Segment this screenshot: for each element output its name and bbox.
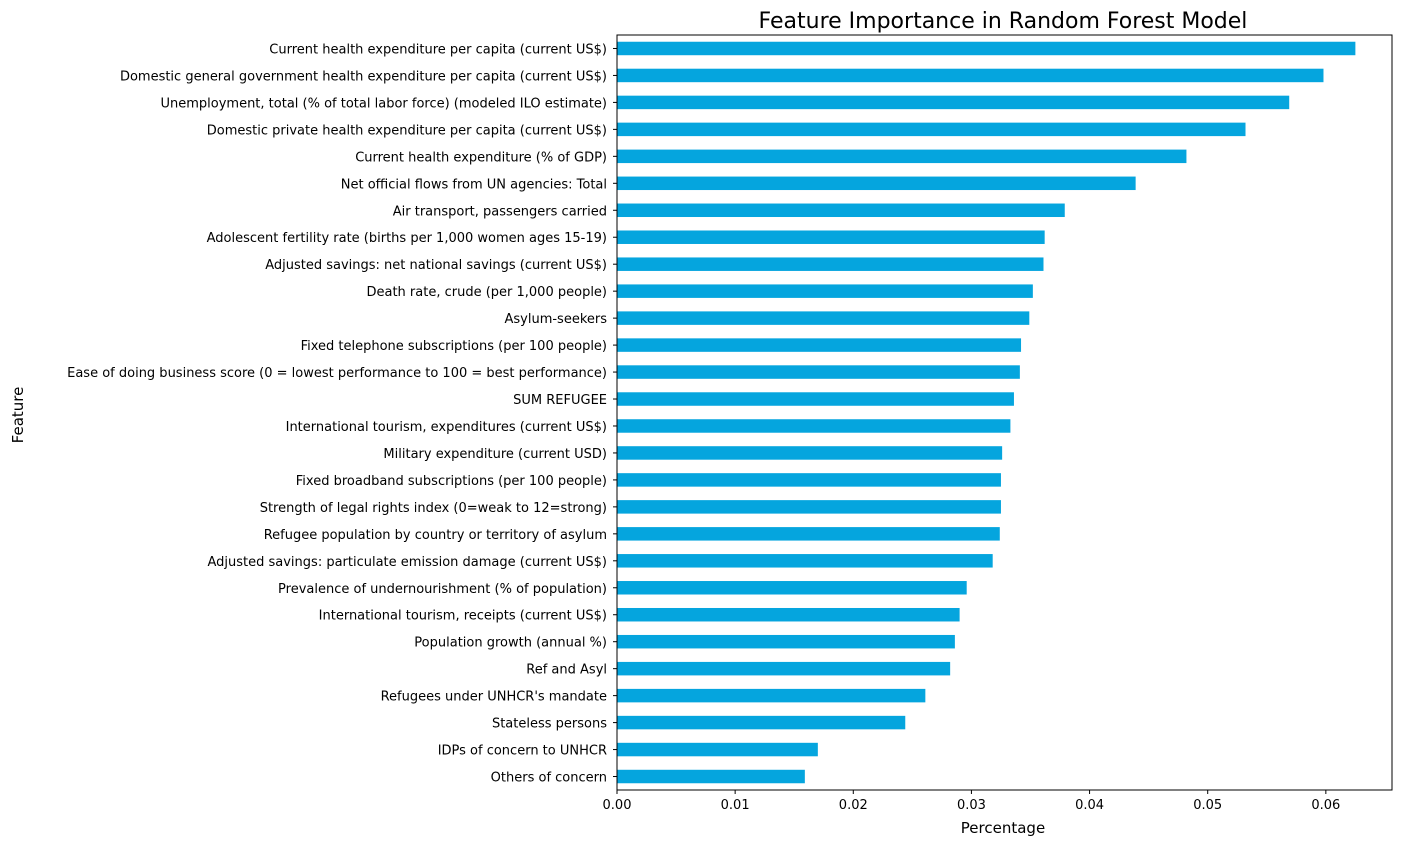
- bar: [617, 41, 1356, 56]
- y-tick-label: SUM REFUGEE: [513, 393, 607, 408]
- y-tick-label: Strength of legal rights index (0=weak t…: [260, 501, 607, 516]
- bar: [617, 688, 926, 703]
- y-tick-label: Refugees under UNHCR's mandate: [381, 690, 607, 705]
- bar: [617, 257, 1044, 271]
- bar: [617, 769, 805, 784]
- bar: [617, 473, 1001, 487]
- x-axis-ticks: 0.00 0.01 0.02 0.03 0.04 0.05 0.06: [603, 790, 1340, 813]
- y-tick-label: International tourism, expenditures (cur…: [286, 420, 607, 435]
- x-tick-label: 0.00: [603, 798, 632, 813]
- x-tick-label: 0.05: [1193, 798, 1222, 813]
- y-axis-label: Feature: [9, 387, 27, 444]
- y-tick-label: Death rate, crude (per 1,000 people): [366, 285, 607, 300]
- y-tick-label: Asylum-seekers: [504, 312, 607, 327]
- y-tick-label: Fixed telephone subscriptions (per 100 p…: [301, 339, 607, 354]
- y-tick-label: Current health expenditure per capita (c…: [269, 42, 607, 57]
- bar: [617, 607, 960, 622]
- bar: [617, 446, 1003, 460]
- y-tick-label: Ease of doing business score (0 = lowest…: [67, 366, 607, 381]
- y-tick-label: Fixed broadband subscriptions (per 100 p…: [296, 474, 607, 489]
- plot-frame: [616, 34, 1393, 791]
- y-tick-label: Adolescent fertility rate (births per 1,…: [207, 231, 607, 246]
- bar: [617, 284, 1033, 298]
- bar: [617, 149, 1187, 164]
- x-tick-label: 0.02: [839, 798, 868, 813]
- bar: [617, 392, 1014, 406]
- bar: [617, 68, 1324, 83]
- bar: [617, 176, 1136, 191]
- bar: [617, 527, 1000, 541]
- x-tick-label: 0.01: [721, 798, 750, 813]
- bar: [617, 715, 906, 730]
- y-tick-label: Adjusted savings: net national savings (…: [265, 258, 607, 273]
- y-axis-ticks: Current health expenditure per capita (c…: [67, 42, 617, 786]
- y-tick-label: Domestic private health expenditure per …: [207, 123, 607, 138]
- y-tick-label: Domestic general government health expen…: [120, 69, 607, 84]
- y-tick-label: Population growth (annual %): [414, 636, 607, 651]
- y-tick-label: Air transport, passengers carried: [393, 204, 607, 219]
- y-tick-label: Prevalence of undernourishment (% of pop…: [278, 582, 607, 597]
- bar: [617, 742, 818, 757]
- bar: [617, 661, 951, 676]
- bar: [617, 581, 967, 595]
- x-tick-label: 0.06: [1311, 798, 1340, 813]
- y-tick-label: Refugee population by country or territo…: [264, 528, 607, 543]
- bar: [617, 365, 1020, 379]
- y-tick-label: Adjusted savings: particulate emission d…: [207, 555, 607, 570]
- bar: [617, 203, 1065, 218]
- bar: [617, 500, 1001, 514]
- bar: [617, 419, 1011, 433]
- bar: [617, 95, 1290, 110]
- bars-group: [617, 41, 1356, 784]
- x-tick-label: 0.04: [1075, 798, 1104, 813]
- bar: [617, 311, 1030, 325]
- bar: [617, 122, 1246, 137]
- y-tick-label: Ref and Asyl: [526, 663, 607, 678]
- y-tick-label: Current health expenditure (% of GDP): [355, 150, 607, 165]
- y-tick-label: Stateless persons: [492, 717, 607, 732]
- x-tick-label: 0.03: [957, 798, 986, 813]
- y-tick-label: Military expenditure (current USD): [383, 447, 607, 462]
- y-tick-label: IDPs of concern to UNHCR: [438, 744, 607, 759]
- bar: [617, 338, 1022, 352]
- bar: [617, 554, 993, 568]
- y-tick-label: Net official flows from UN agencies: Tot…: [341, 177, 607, 192]
- x-axis-label: Percentage: [961, 819, 1045, 837]
- bar: [617, 230, 1045, 244]
- y-tick-label: Unemployment, total (% of total labor fo…: [160, 96, 607, 111]
- bar: [617, 634, 955, 649]
- chart-title: Feature Importance in Random Forest Mode…: [759, 9, 1248, 34]
- y-tick-label: Others of concern: [491, 771, 607, 786]
- y-tick-label: International tourism, receipts (current…: [319, 609, 607, 624]
